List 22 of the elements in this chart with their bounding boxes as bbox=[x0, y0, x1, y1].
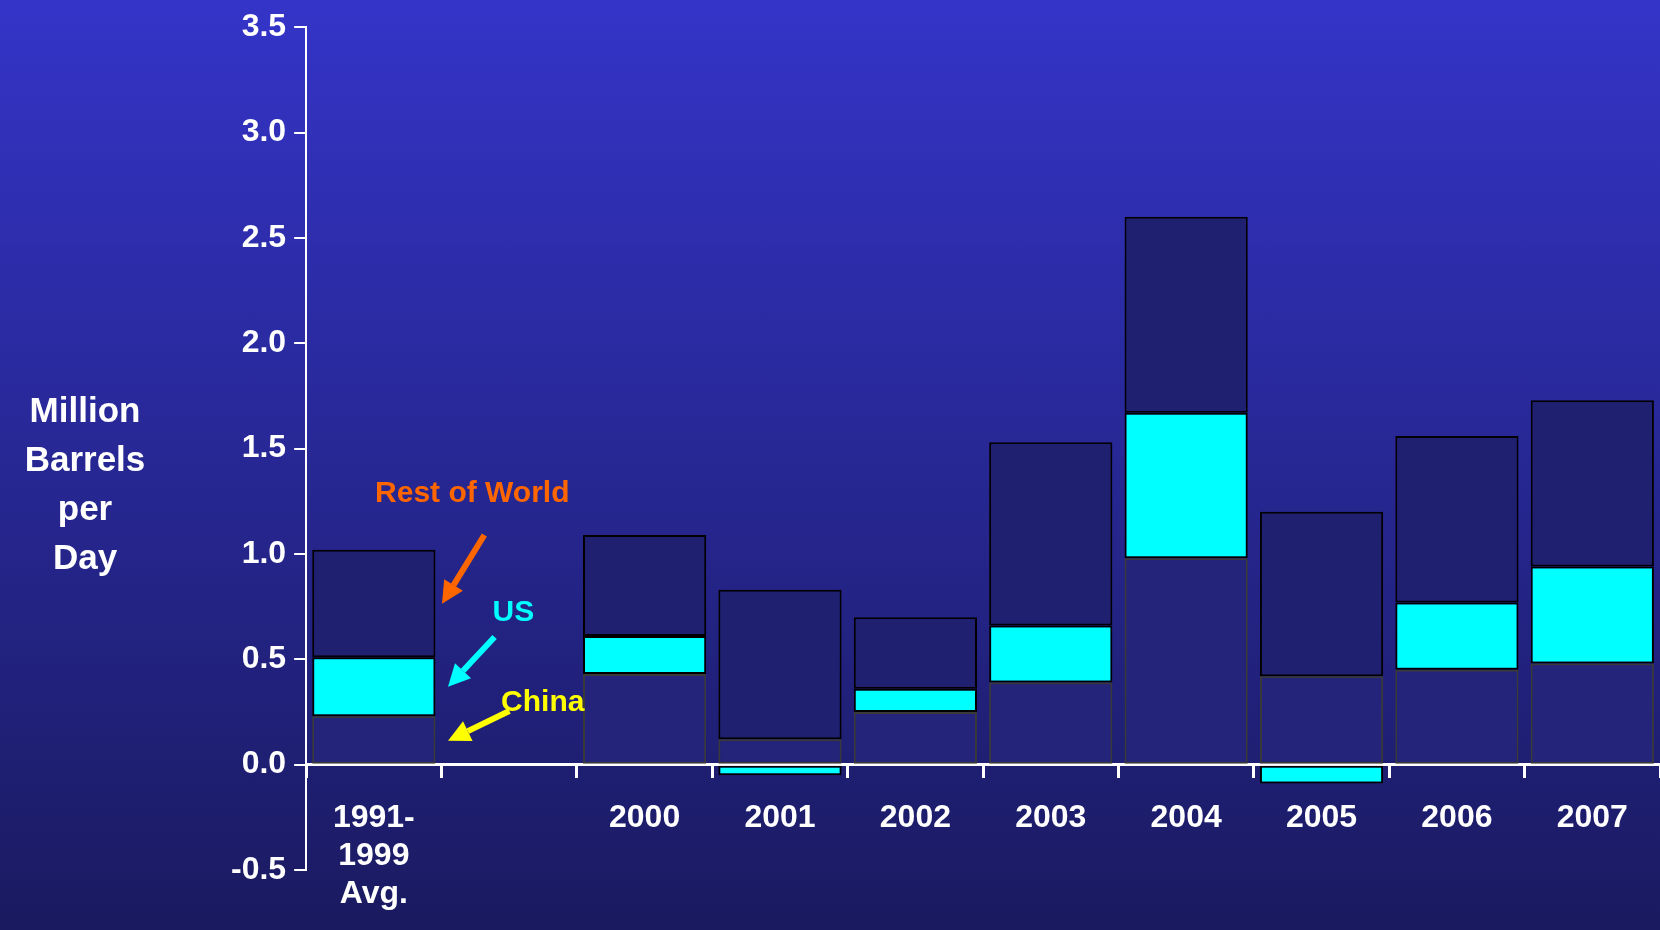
x-tick-label: 2004 bbox=[1150, 797, 1222, 834]
y-tick-label: 2.5 bbox=[241, 217, 287, 254]
y-axis-title: Million Barrels per Day bbox=[23, 389, 147, 578]
series-label: Rest of World bbox=[375, 474, 570, 508]
x-tick-label: 2002 bbox=[879, 797, 951, 834]
y-tick-label: 0.5 bbox=[241, 639, 287, 676]
series-label: China bbox=[501, 683, 585, 717]
x-tick-label: 2007 bbox=[1556, 797, 1628, 834]
y-tick-label: 0.0 bbox=[241, 744, 287, 781]
x-tick-label: 2001 bbox=[744, 797, 816, 834]
y-tick-label: -0.5 bbox=[231, 849, 287, 886]
y-tick-label: 1.0 bbox=[241, 533, 287, 570]
y-tick-label: 3.0 bbox=[241, 112, 287, 149]
x-tick-label: 2005 bbox=[1285, 797, 1358, 834]
x-tick-label: 2006 bbox=[1421, 797, 1493, 834]
y-tick-label: 2.0 bbox=[241, 323, 287, 360]
x-tick-label: 1991- 1999 Avg. bbox=[332, 797, 415, 911]
y-tick-label: 1.5 bbox=[241, 428, 287, 465]
series-label: US bbox=[492, 593, 535, 627]
x-tick-label: 2003 bbox=[1015, 797, 1087, 834]
x-tick-label: 2000 bbox=[609, 797, 681, 834]
y-tick-label: 3.5 bbox=[241, 7, 287, 44]
